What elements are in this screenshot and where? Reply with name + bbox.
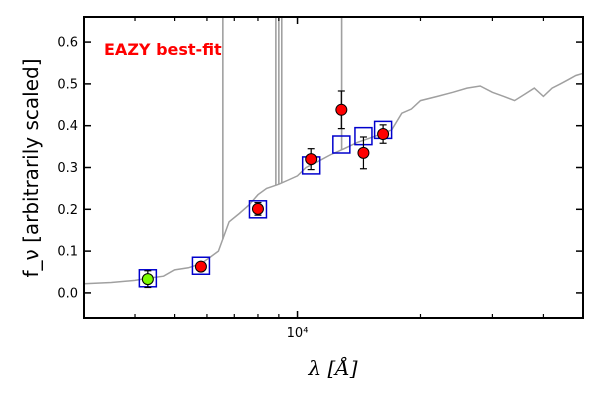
observed-point: [305, 153, 318, 166]
chart-annotation: EAZY best-fit: [104, 40, 222, 59]
x-axis-label: λ [Å]: [307, 355, 357, 380]
plot-clipped-group: [84, 17, 583, 289]
observed-point: [357, 146, 370, 159]
y-tick-label: 0.2: [57, 203, 78, 218]
model-photometry-square: [191, 256, 211, 275]
plot-frame: [83, 16, 584, 319]
observed-point: [194, 260, 207, 273]
observed-point: [377, 128, 390, 141]
model-spectrum-line: [84, 72, 583, 285]
y-tick-label: 0.5: [57, 77, 78, 92]
y-tick-label: 0.0: [57, 286, 78, 301]
model-photometry-square: [332, 135, 351, 154]
y-tick-label: 0.1: [57, 245, 78, 260]
observed-point: [251, 202, 264, 215]
model-photometry-square: [248, 200, 268, 219]
y-tick-label: 0.3: [57, 161, 78, 176]
y-tick-label: 0.6: [57, 36, 78, 51]
plot-area: [84, 17, 583, 289]
y-axis-label: f_ν [arbitrarily scaled]: [19, 59, 43, 278]
axis-ticks: 0.0 0.1 0.2 0.3 0.4 0.5 0.6 10⁴: [57, 17, 583, 341]
observed-point: [141, 273, 154, 286]
y-tick-label: 0.4: [57, 119, 78, 134]
x-tick-label: 10⁴: [287, 326, 309, 341]
observed-point: [335, 103, 348, 116]
